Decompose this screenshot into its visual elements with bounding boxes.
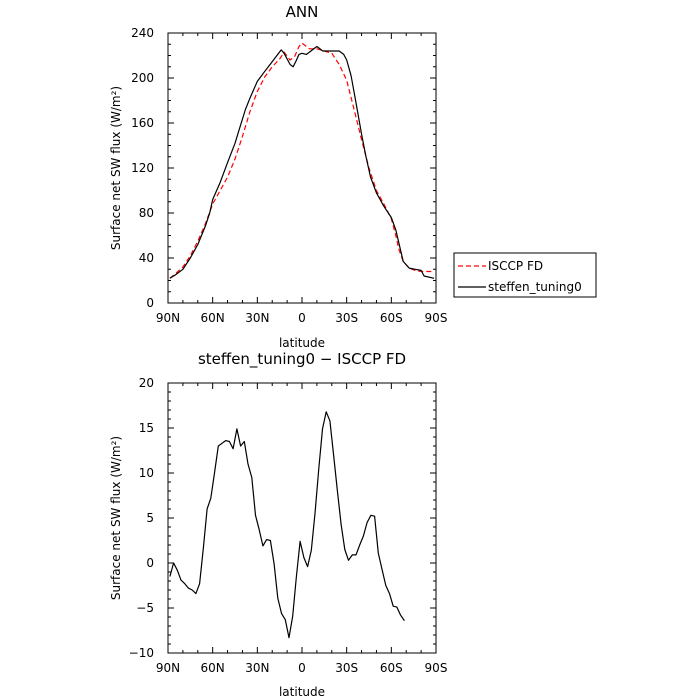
bottom-x-tick-labels: 90N 60N 30N 0 30S 60S 90S <box>156 661 448 675</box>
series-line-steffen-tuning0 <box>169 45 435 279</box>
x-tick-label: 90S <box>425 311 448 325</box>
bottom-series-lines <box>169 411 405 639</box>
y-tick-label: 10 <box>139 466 154 480</box>
x-tick-label: 30S <box>335 661 358 675</box>
x-tick-label: 0 <box>298 311 306 325</box>
legend-label-isccp: ISCCP FD <box>488 259 543 273</box>
x-tick-label: 90N <box>156 661 180 675</box>
y-tick-label: 0 <box>146 556 154 570</box>
x-tick-label: 90S <box>425 661 448 675</box>
top-chart-title: ANN <box>286 3 319 21</box>
bottom-chart-title: steffen_tuning0 − ISCCP FD <box>198 350 406 369</box>
x-tick-label: 60N <box>201 661 225 675</box>
bottom-x-axis-label: latitude <box>279 685 325 699</box>
series-line-difference <box>169 411 405 639</box>
x-tick-label: 60N <box>201 311 225 325</box>
top-axis-ticks <box>167 32 437 304</box>
y-tick-label: 240 <box>131 26 154 40</box>
top-series-lines <box>169 42 435 279</box>
x-tick-label: 90N <box>156 311 180 325</box>
top-x-tick-labels: 90N 60N 30N 0 30S 60S 90S <box>156 311 448 325</box>
y-tick-label: 200 <box>131 71 154 85</box>
top-plot-frame <box>167 32 437 304</box>
y-tick-label: 160 <box>131 116 154 130</box>
top-panel: ANN 90N 60N 30N 0 30S 60S 90S 0 40 80 120 160 200 24… <box>109 3 597 350</box>
bottom-y-axis-label: Surface net SW flux (W/m²) <box>109 436 123 600</box>
y-tick-label: 15 <box>139 421 154 435</box>
x-tick-label: 30S <box>335 311 358 325</box>
x-tick-label: 60S <box>380 311 403 325</box>
x-tick-label: 60S <box>380 661 403 675</box>
y-tick-label: −10 <box>129 646 154 660</box>
x-tick-label: 0 <box>298 661 306 675</box>
y-tick-label: 80 <box>139 206 154 220</box>
y-tick-label: 120 <box>131 161 154 175</box>
y-tick-label: 20 <box>139 376 154 390</box>
y-tick-label: 0 <box>146 296 154 310</box>
y-tick-label: −5 <box>136 601 154 615</box>
y-tick-label: 40 <box>139 251 154 265</box>
legend-label-steffen: steffen_tuning0 <box>488 280 582 294</box>
series-line-isccp-fd <box>169 42 435 279</box>
x-tick-label: 30N <box>245 661 269 675</box>
legend-box <box>453 252 597 298</box>
top-y-tick-labels: 0 40 80 120 160 200 240 <box>131 26 154 310</box>
top-x-axis-label: latitude <box>279 336 325 350</box>
top-y-axis-label: Surface net SW flux (W/m²) <box>109 86 123 250</box>
legend: ISCCP FD steffen_tuning0 <box>453 252 597 298</box>
bottom-axis-ticks <box>167 382 437 654</box>
bottom-y-tick-labels: −10 −5 0 5 10 15 20 <box>129 376 154 660</box>
bottom-panel: steffen_tuning0 − ISCCP FD 90N 60N 30N 0 30S… <box>109 350 447 699</box>
x-tick-label: 30N <box>245 311 269 325</box>
y-tick-label: 5 <box>146 511 154 525</box>
bottom-plot-frame <box>167 382 437 654</box>
